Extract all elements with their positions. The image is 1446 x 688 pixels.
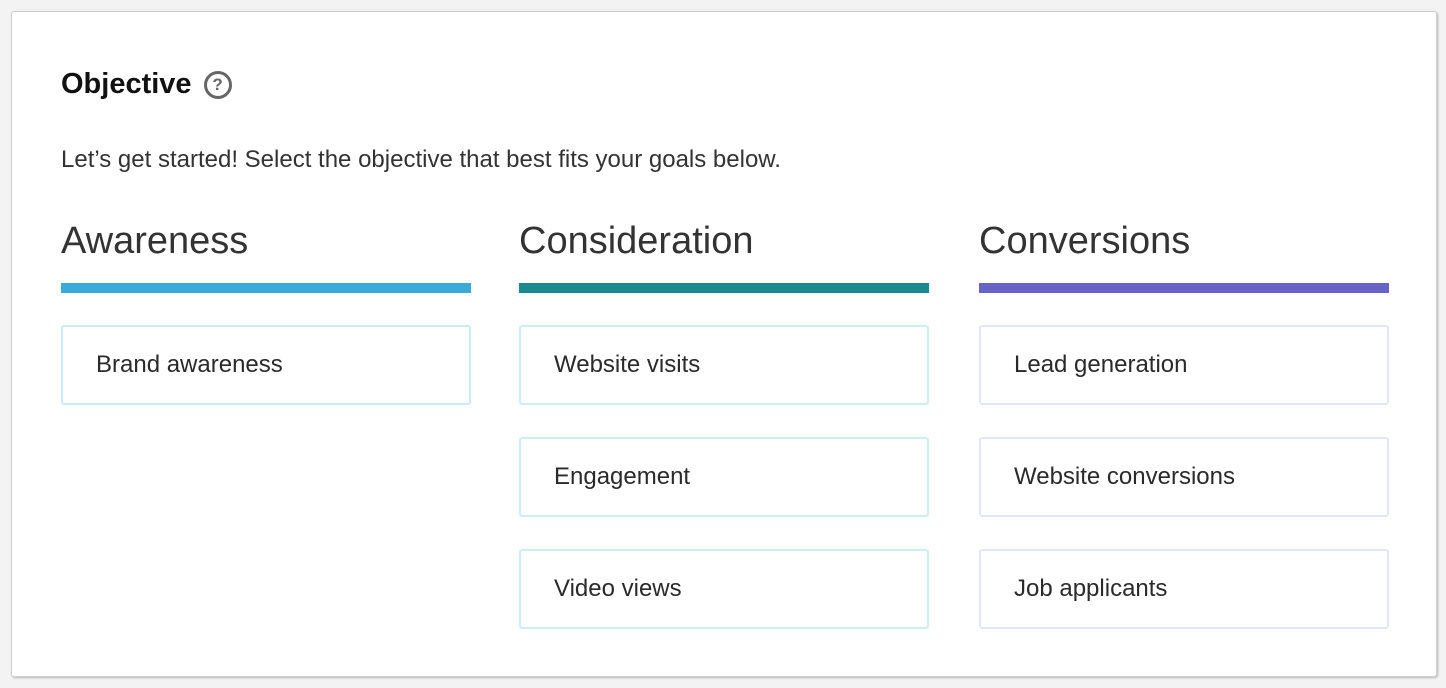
- column-consideration: Consideration Website visits Engagement Vid…: [519, 216, 929, 661]
- column-heading: Awareness: [61, 220, 249, 262]
- title-text: Objective: [61, 68, 192, 100]
- objective-option-brand-awareness[interactable]: Brand awareness: [61, 325, 471, 405]
- section-title: Objective ?: [61, 68, 232, 101]
- column-awareness: Awareness Brand awareness: [61, 216, 471, 437]
- objective-card: Objective ? Let’s get started! Select th…: [11, 11, 1437, 677]
- objective-option-lead-generation[interactable]: Lead generation: [979, 325, 1389, 405]
- column-heading: Conversions: [979, 220, 1191, 262]
- column-color-bar: [519, 283, 929, 293]
- objective-option-website-visits[interactable]: Website visits: [519, 325, 929, 405]
- objective-option-video-views[interactable]: Video views: [519, 549, 929, 629]
- column-heading: Consideration: [519, 220, 754, 262]
- column-color-bar: [61, 283, 471, 293]
- objective-option-engagement[interactable]: Engagement: [519, 437, 929, 517]
- column-conversions: Conversions Lead generation Website conver…: [979, 216, 1389, 661]
- objective-option-website-conversions[interactable]: Website conversions: [979, 437, 1389, 517]
- column-color-bar: [979, 283, 1389, 293]
- objective-option-job-applicants[interactable]: Job applicants: [979, 549, 1389, 629]
- question-circle-icon[interactable]: ?: [203, 70, 232, 99]
- subtitle: Let’s get started! Select the objective …: [61, 146, 781, 173]
